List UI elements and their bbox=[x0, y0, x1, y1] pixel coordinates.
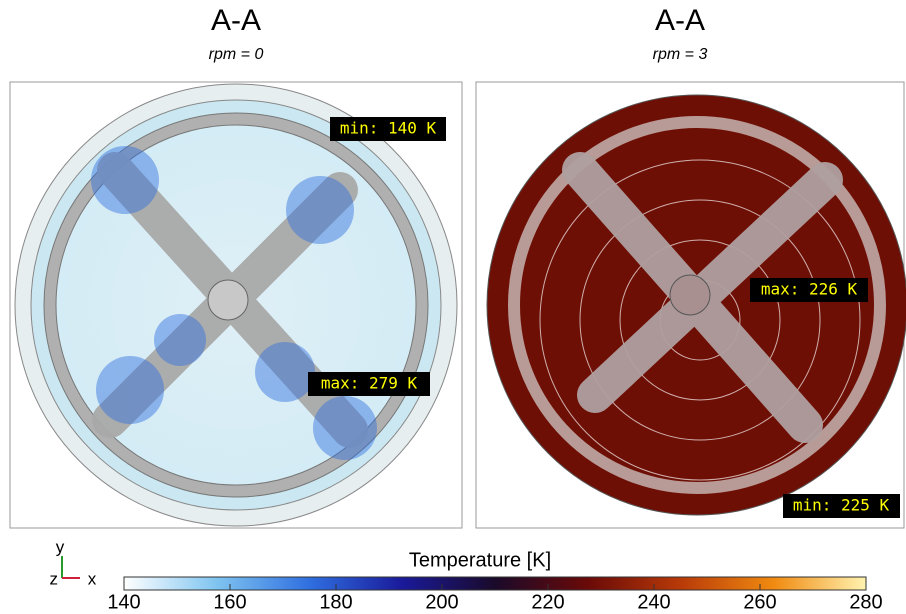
min-annotation: min: 140 K bbox=[340, 119, 437, 138]
axis-y-label: y bbox=[56, 537, 65, 556]
colorbar-tick-label: 240 bbox=[637, 591, 670, 613]
min-annotation: min: 225 K bbox=[793, 496, 890, 515]
max-annotation: max: 279 K bbox=[321, 374, 418, 393]
colorbar-label: Temperature [K] bbox=[409, 549, 551, 571]
panel-subtitle: rpm = 3 bbox=[653, 46, 708, 63]
axis-x-label: x bbox=[88, 569, 97, 588]
colorbar-tick-label: 140 bbox=[107, 591, 140, 613]
colorbar-tick-label: 280 bbox=[849, 591, 882, 613]
max-annotation: max: 226 K bbox=[761, 280, 858, 299]
panel-right: max: 226 K min: 225 K bbox=[476, 82, 906, 528]
colorbar bbox=[124, 577, 866, 590]
colorbar-tick-label: 160 bbox=[213, 591, 246, 613]
panel-subtitle: rpm = 0 bbox=[209, 46, 264, 63]
colorbar-tick-label: 220 bbox=[531, 591, 564, 613]
colorbar-tick-label: 180 bbox=[319, 591, 352, 613]
panel-left: min: 140 K max: 279 K bbox=[10, 82, 462, 528]
figure: A-A rpm = 0 A-A rpm = 3 min: 140 K max: … bbox=[0, 0, 906, 614]
panel-title: A-A bbox=[211, 4, 261, 37]
axis-triad: y z x bbox=[50, 537, 97, 588]
colorbar-tick-label: 200 bbox=[425, 591, 458, 613]
panel-title: A-A bbox=[655, 4, 705, 37]
colorbar-tick-label: 260 bbox=[743, 591, 776, 613]
axis-z-label: z bbox=[50, 569, 59, 588]
